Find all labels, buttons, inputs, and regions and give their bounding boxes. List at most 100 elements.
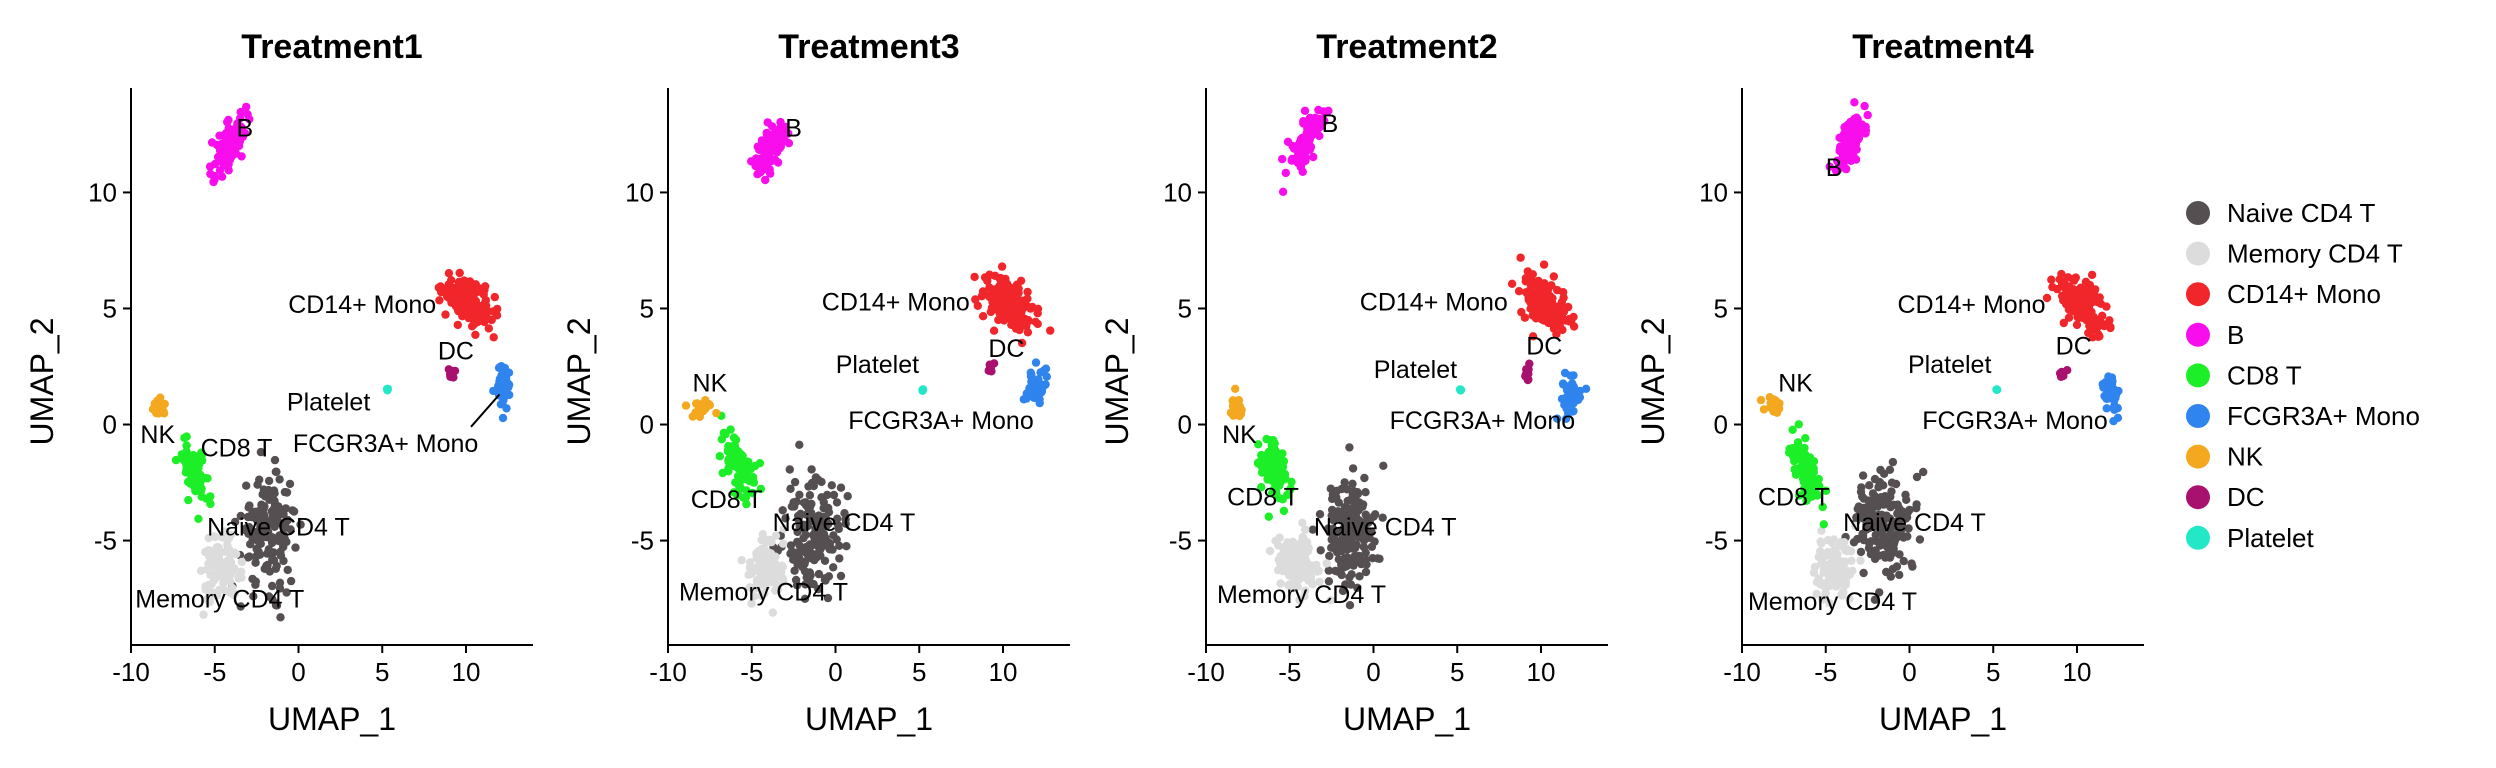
scatter-point	[995, 274, 1005, 284]
scatter-point	[216, 548, 225, 557]
scatter-point	[1816, 537, 1825, 546]
scatter-point	[1557, 299, 1566, 309]
scatter-point	[1824, 569, 1833, 578]
cluster-label: CD8 T	[1227, 484, 1299, 512]
scatter-point	[1992, 385, 2001, 394]
scatter-point	[1278, 462, 1288, 472]
scatter-point	[1840, 138, 1850, 147]
scatter-point	[997, 262, 1007, 271]
y-tick-label: -5	[1169, 526, 1192, 556]
scatter-point	[471, 330, 480, 339]
scatter-point	[286, 576, 296, 586]
scatter-point	[805, 568, 814, 577]
scatter-point	[210, 159, 220, 169]
scatter-point	[1287, 477, 1296, 487]
scatter-point	[1012, 280, 1022, 289]
scatter-point	[1316, 546, 1325, 555]
scatter-point	[1817, 526, 1826, 535]
scatter-point	[1257, 450, 1266, 460]
legend-item: Platelet	[2186, 523, 2314, 553]
scatter-point	[1294, 575, 1304, 584]
x-tick-label: -10	[1723, 657, 1761, 687]
scatter-point	[275, 475, 284, 484]
scatter-point	[272, 467, 281, 476]
y-tick-label: -5	[631, 526, 654, 556]
scatter-point	[1875, 588, 1884, 597]
scatter-point	[180, 433, 189, 443]
scatter-point	[1876, 519, 1885, 528]
scatter-point	[1886, 572, 1896, 581]
scatter-point	[835, 554, 844, 563]
scatter-point	[1902, 495, 1911, 504]
scatter-point	[444, 269, 454, 278]
cluster-label: Naive CD4 T	[773, 509, 916, 537]
scatter-point	[1301, 525, 1310, 534]
scatter-point	[1756, 395, 1766, 405]
scatter-point	[789, 555, 798, 564]
scatter-point	[251, 558, 260, 567]
scatter-point	[171, 455, 181, 465]
scatter-point	[1531, 314, 1541, 323]
scatter-point	[259, 485, 269, 494]
scatter-point	[2061, 284, 2070, 294]
x-axis-title: UMAP_1	[1343, 701, 1471, 737]
scatter-point	[215, 166, 225, 175]
y-tick-label: 0	[640, 410, 654, 440]
scatter-point	[253, 515, 262, 524]
scatter-point	[1371, 510, 1380, 519]
scatter-point	[836, 571, 846, 581]
scatter-point	[1551, 307, 1561, 317]
scatter-point	[989, 326, 999, 335]
scatter-point	[447, 298, 456, 307]
scatter-point	[1864, 496, 1873, 505]
scatter-point	[182, 459, 191, 469]
scatter-point	[1852, 513, 1861, 522]
scatter-point	[197, 448, 206, 457]
scatter-point	[245, 512, 255, 521]
y-tick-label: -5	[1705, 526, 1728, 556]
scatter-point	[778, 506, 787, 515]
scatter-point	[970, 272, 979, 282]
scatter-point	[2107, 374, 2116, 383]
scatter-point	[1355, 519, 1365, 528]
scatter-point	[1553, 414, 1562, 423]
scatter-point	[437, 288, 446, 297]
scatter-point	[1879, 469, 1889, 478]
x-tick-label: 0	[1366, 657, 1380, 687]
legend-swatch	[2186, 404, 2210, 428]
scatter-point	[1017, 338, 1027, 348]
scatter-point	[748, 473, 758, 482]
scatter-point	[1507, 279, 1517, 288]
scatter-point	[1835, 146, 1844, 155]
scatter-point	[1315, 577, 1324, 587]
cluster-label: NK	[1778, 370, 1813, 398]
scatter-point	[382, 384, 392, 394]
legend-label: Platelet	[2227, 523, 2314, 553]
y-tick-label: 5	[640, 293, 654, 323]
scatter-point	[1286, 484, 1295, 493]
scatter-point	[1865, 481, 1874, 490]
scatter-point	[1876, 541, 1885, 550]
scatter-point	[275, 584, 285, 593]
scatter-point	[153, 399, 162, 408]
scatter-point	[1038, 382, 1047, 391]
scatter-point	[199, 610, 208, 619]
scatter-point	[1856, 487, 1866, 496]
scatter-point	[794, 511, 803, 521]
scatter-point	[471, 280, 480, 289]
scatter-point	[738, 452, 747, 461]
scatter-point	[737, 556, 746, 565]
scatter-point	[1552, 314, 1562, 323]
cluster-label: Memory CD4 T	[679, 579, 848, 607]
scatter-point	[1838, 591, 1847, 600]
scatter-point	[1347, 570, 1356, 579]
scatter-point	[1313, 124, 1322, 134]
scatter-point	[1841, 546, 1850, 555]
legend-label: B	[2227, 320, 2244, 350]
scatter-point	[1860, 101, 1869, 111]
scatter-point	[490, 292, 499, 302]
x-tick-label: -5	[203, 657, 226, 687]
scatter-point	[1345, 601, 1355, 610]
scatter-point	[196, 566, 206, 575]
scatter-point	[256, 447, 266, 457]
